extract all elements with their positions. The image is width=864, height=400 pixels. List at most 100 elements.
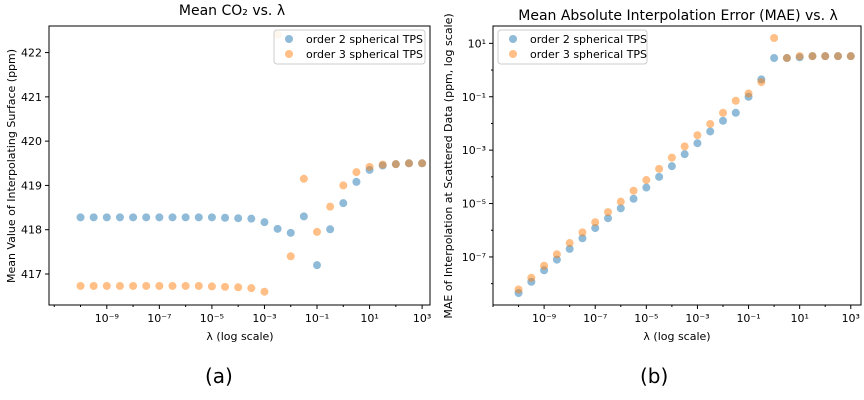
b-point-order2 <box>629 194 638 203</box>
b-point-order2 <box>591 224 600 233</box>
a-point-order2 <box>207 213 216 222</box>
b-point-order3 <box>642 176 651 185</box>
a-point-order2 <box>313 261 322 270</box>
b-point-order2 <box>604 214 612 223</box>
chart-a-points <box>76 30 427 296</box>
a-point-order3 <box>286 252 295 261</box>
a-point-order2 <box>168 213 177 222</box>
b-point-order2 <box>770 54 779 63</box>
a-y-tick-label: 417 <box>21 268 42 281</box>
chart-b-y-axis-label: MAE of Interpolation at Scattered Data (… <box>442 13 455 318</box>
b-x-tick-label: 10⁻⁵ <box>634 312 658 325</box>
a-point-order3 <box>142 281 151 290</box>
a-point-order2 <box>194 213 203 222</box>
b-x-tick-label: 10³ <box>842 312 860 325</box>
b-point-order2 <box>642 183 651 192</box>
a-y-tick-label: 419 <box>21 179 42 192</box>
a-point-order2 <box>352 177 361 186</box>
a-point-order2 <box>260 218 269 227</box>
chart-b-plot-area <box>492 25 862 306</box>
a-point-order2 <box>155 213 164 222</box>
chart-a-title: Mean CO₂ vs. λ <box>179 3 285 19</box>
caption-b: (b) <box>640 364 669 388</box>
b-x-tick-label: 10⁻⁹ <box>532 312 556 325</box>
a-point-order2 <box>221 213 230 222</box>
a-point-order2 <box>76 213 85 222</box>
a-point-order2 <box>299 212 308 221</box>
a-point-order3 <box>76 281 85 290</box>
a-point-order3 <box>260 287 269 296</box>
a-point-order2 <box>247 214 256 223</box>
a-point-order2 <box>326 225 335 234</box>
b-point-order2 <box>693 139 702 148</box>
chart-b-points <box>514 34 855 297</box>
chart-a-legend-box <box>273 29 426 65</box>
b-point-order3 <box>591 218 600 227</box>
chart-b-x-axis-label: λ (log scale) <box>643 330 710 343</box>
a-x-tick-label: 10¹ <box>360 312 378 325</box>
chart-b-legend: order 2 spherical TPS order 3 spherical … <box>497 29 648 65</box>
b-point-order3 <box>629 186 638 195</box>
chart-b-x-ticks: 10⁻⁹ 10⁻⁷ 10⁻⁵ 10⁻³ 10⁻¹ 10¹ 10³ <box>492 305 860 325</box>
a-point-order3 <box>89 281 98 290</box>
a-y-tick-label: 421 <box>21 91 42 104</box>
b-y-tick-label: 10⁻³ <box>462 144 486 157</box>
b-point-order3 <box>565 239 574 248</box>
b-x-tick-label: 10⁻⁷ <box>583 312 607 325</box>
b-x-tick-label: 10⁻¹ <box>736 312 760 325</box>
a-point-order3 <box>352 168 361 177</box>
b-point-order2 <box>616 204 625 213</box>
b-point-order3 <box>578 228 587 237</box>
a-point-order3 <box>181 281 190 290</box>
b-point-order3 <box>540 261 549 270</box>
b-y-tick-label: 10⁻⁵ <box>462 198 486 211</box>
chart-b: Mean Absolute Interpolation Error (MAE) … <box>442 8 862 343</box>
b-point-order2 <box>667 162 676 171</box>
a-point-order3 <box>234 283 243 292</box>
a-point-order3 <box>391 160 400 169</box>
a-point-order3 <box>194 281 203 290</box>
b-y-tick-label: 10⁻⁷ <box>462 251 486 264</box>
a-point-order2 <box>286 228 295 237</box>
b-point-order3 <box>834 52 842 61</box>
a-point-order3 <box>221 282 230 291</box>
chart-b-legend-label-order3: order 3 spherical TPS <box>530 48 647 61</box>
a-point-order3 <box>129 281 138 290</box>
a-point-order3 <box>404 159 413 168</box>
b-point-order3 <box>744 89 753 98</box>
b-x-tick-label: 10¹ <box>790 312 808 325</box>
a-point-order3 <box>326 202 335 211</box>
a-point-order3 <box>299 174 308 183</box>
b-y-tick-label: 10⁻¹ <box>462 91 486 104</box>
chart-b-title: Mean Absolute Interpolation Error (MAE) … <box>518 8 838 24</box>
a-point-order3 <box>378 160 387 169</box>
b-point-order3 <box>757 78 766 87</box>
a-point-order3 <box>365 162 374 171</box>
b-point-order2 <box>680 150 689 159</box>
b-point-order3 <box>846 52 855 61</box>
b-point-order2 <box>578 234 587 243</box>
a-point-order3 <box>155 281 164 290</box>
a-point-order2 <box>102 213 111 222</box>
b-point-order3 <box>616 197 625 206</box>
chart-a-legend-label-order3: order 3 spherical TPS <box>306 48 423 61</box>
caption-a: (a) <box>205 364 233 388</box>
b-point-order2 <box>565 244 574 253</box>
a-point-order3 <box>339 181 348 190</box>
b-point-order3 <box>552 250 561 259</box>
a-x-tick-label: 10³ <box>413 312 431 325</box>
b-point-order2 <box>719 116 727 125</box>
b-point-order3 <box>604 208 612 217</box>
b-x-tick-label: 10⁻³ <box>685 312 709 325</box>
b-point-order3 <box>527 273 536 282</box>
a-y-tick-label: 420 <box>21 135 42 148</box>
a-point-order2 <box>339 199 348 208</box>
b-point-order3 <box>693 131 702 140</box>
b-y-tick-label: 10¹ <box>468 37 486 50</box>
a-x-tick-label: 10⁻¹ <box>305 312 329 325</box>
b-point-order3 <box>795 52 804 61</box>
b-point-order3 <box>782 54 791 63</box>
b-point-order2 <box>706 127 715 136</box>
